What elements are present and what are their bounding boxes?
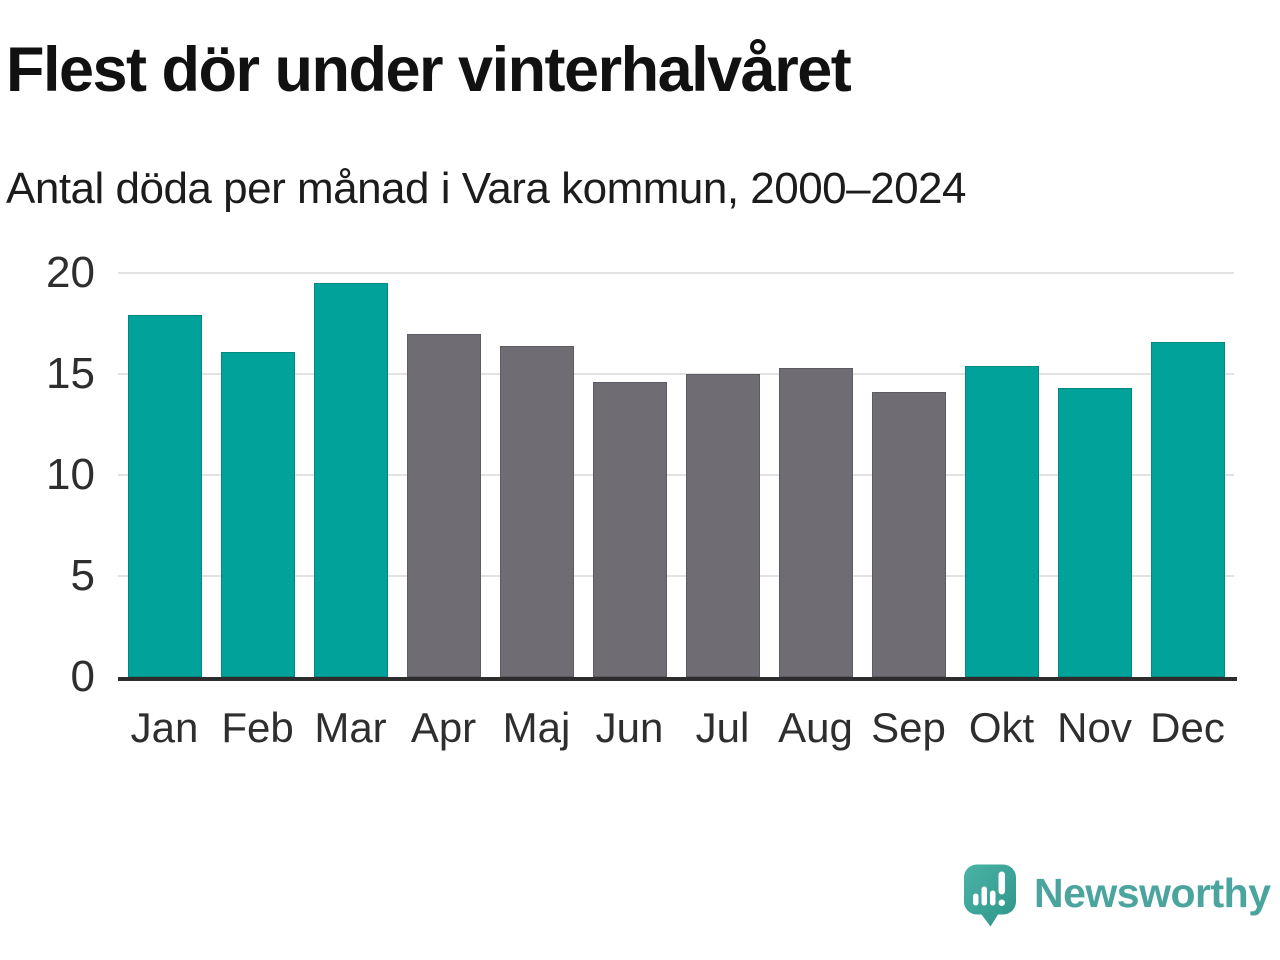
gridline-15: [118, 373, 1234, 375]
x-axis-label-maj: Maj: [502, 704, 571, 751]
bar-feb: [220, 351, 295, 677]
bar-jan: [127, 315, 202, 677]
newsworthy-logo: Newsworthy: [964, 864, 1280, 930]
y-axis-tick-label-0: 0: [70, 652, 95, 701]
newsworthy-logo-text: Newsworthy: [1034, 870, 1271, 916]
y-axis-tick-label-15: 15: [46, 349, 95, 398]
bar-jul: [685, 374, 760, 677]
gridline-5: [118, 575, 1234, 577]
x-axis-label-sep: Sep: [871, 704, 946, 751]
x-axis-label-apr: Apr: [410, 704, 477, 751]
newsworthy-logo-icon: [964, 864, 1016, 933]
x-axis-label-feb: Feb: [221, 704, 294, 751]
bar-aug: [778, 367, 853, 677]
y-axis-tick-label-5: 5: [70, 551, 95, 600]
gridline-10: [118, 474, 1234, 476]
bar-maj: [499, 345, 574, 677]
bar-jun: [592, 382, 667, 677]
y-axis-tick-label-20: 20: [46, 248, 95, 297]
bar-nov: [1057, 388, 1132, 677]
page-title: Flest dör under vinterhalvåret: [6, 35, 852, 105]
x-axis-label-aug: Aug: [778, 704, 853, 751]
page-subtitle: Antal döda per månad i Vara kommun, 2000…: [6, 164, 967, 213]
x-axis-label-jan: Jan: [130, 704, 199, 751]
x-axis-line: [118, 677, 1237, 681]
x-axis-label-nov: Nov: [1057, 704, 1132, 751]
bar-dec: [1150, 341, 1225, 677]
x-axis-label-dec: Dec: [1150, 704, 1225, 751]
bar-mar: [313, 283, 388, 677]
gridline-20: [118, 272, 1234, 274]
y-axis-tick-label-10: 10: [46, 450, 95, 499]
bar-okt: [964, 365, 1039, 677]
x-axis-label-jun: Jun: [595, 704, 664, 751]
x-axis-label-mar: Mar: [314, 704, 387, 751]
bar-apr: [406, 333, 481, 677]
x-axis-label-jul: Jul: [695, 704, 750, 751]
x-axis-label-okt: Okt: [968, 704, 1035, 751]
bar-sep: [871, 392, 946, 677]
